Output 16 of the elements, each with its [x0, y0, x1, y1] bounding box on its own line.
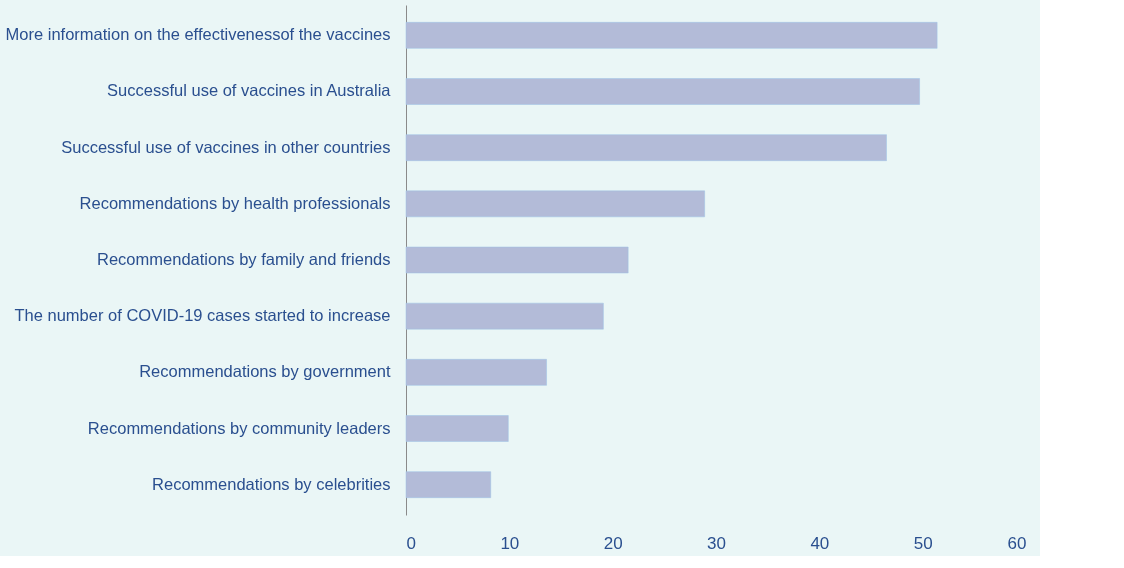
y-tick-label: Successful use of vaccines in Australia	[107, 81, 392, 100]
y-tick-label: Recommendations by celebrities	[152, 474, 391, 493]
x-tick-label: 30	[707, 533, 726, 553]
y-tick-label: More information on the effectivenessof the vaccines	[5, 25, 391, 44]
y-tick-label: The number of COVID-19 cases started to increase	[14, 306, 391, 325]
y-tick-label: Successful use of vaccines in other countries	[61, 137, 391, 156]
x-tick-label: 0	[406, 533, 416, 553]
x-tick-label: 50	[913, 533, 933, 553]
y-tick-label: Recommendations by community leaders	[87, 418, 391, 437]
x-tick-label: 20	[603, 533, 623, 553]
x-tick-label: 40	[810, 533, 830, 553]
x-tick-label: 10	[500, 533, 520, 553]
y-tick-label: Recommendations by government	[139, 362, 391, 381]
x-tick-label: 60	[1007, 533, 1027, 553]
y-tick-label: Recommendations by health professionals	[79, 193, 391, 212]
y-tick-label: Recommendations by family and friends	[97, 250, 391, 268]
